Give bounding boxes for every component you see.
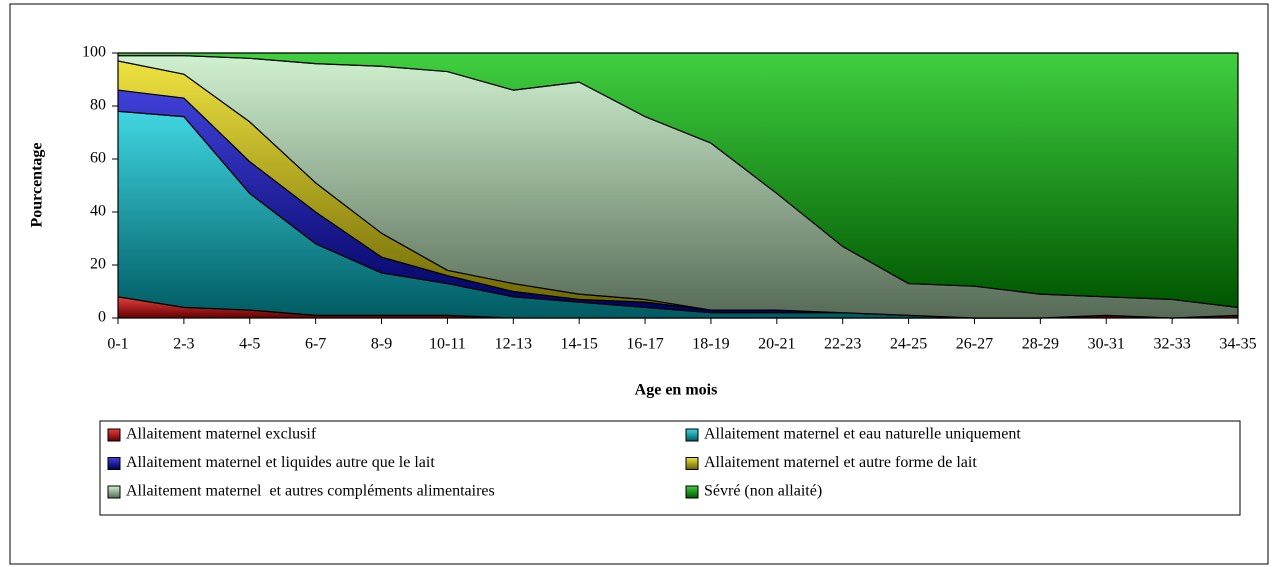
x-tick-label: 28-29 — [1022, 336, 1059, 353]
x-tick-label: 30-31 — [1088, 336, 1125, 353]
x-axis-label: Age en mois — [635, 382, 718, 399]
legend-label: Allaitement maternel et eau naturelle un… — [704, 426, 1021, 443]
legend-label: Sévré (non allaité) — [704, 483, 822, 500]
legend-swatch — [107, 457, 121, 470]
legend-swatch — [107, 485, 121, 499]
y-tick-label: 80 — [90, 97, 106, 114]
x-tick-label: 0-1 — [107, 336, 128, 353]
y-axis-label: Pourcentage — [29, 142, 46, 227]
y-tick-label: 20 — [90, 256, 106, 273]
y-tick-label: 0 — [98, 309, 106, 326]
x-tick-label: 12-13 — [495, 336, 532, 353]
area — [117, 52, 1239, 308]
x-tick-label: 14-15 — [561, 336, 598, 353]
legend — [99, 420, 1241, 516]
y-tick-label: 40 — [90, 203, 106, 220]
x-tick-label: 20-21 — [758, 336, 795, 353]
legend-label: Allaitement maternel et autres complémen… — [126, 483, 495, 500]
x-tick-label: 10-11 — [429, 336, 466, 353]
legend-label: Allaitement maternel et liquides autre q… — [126, 454, 435, 471]
y-tick-label: 100 — [82, 44, 106, 61]
x-tick-label: 32-33 — [1153, 336, 1190, 353]
x-tick-label: 34-35 — [1219, 336, 1256, 353]
x-tick-label: 24-25 — [890, 336, 927, 353]
x-tick-label: 6-7 — [305, 336, 326, 353]
legend-swatch — [685, 428, 699, 442]
frame — [9, 3, 1269, 565]
x-tick-label: 18-19 — [692, 336, 729, 353]
x-tick-label: 26-27 — [956, 336, 993, 353]
x-tick-label: 4-5 — [239, 336, 260, 353]
legend-swatch — [685, 457, 699, 470]
y-tick-label: 60 — [90, 150, 106, 167]
legend-swatch — [685, 485, 699, 499]
x-tick-label: 16-17 — [626, 336, 663, 353]
x-tick-label: 2-3 — [173, 336, 194, 353]
x-tick-label: 22-23 — [824, 336, 861, 353]
x-tick-label: 8-9 — [371, 336, 392, 353]
legend-label: Allaitement maternel et autre forme de l… — [704, 454, 977, 471]
legend-label: Allaitement maternel exclusif — [126, 426, 317, 443]
legend-swatch — [107, 428, 121, 442]
